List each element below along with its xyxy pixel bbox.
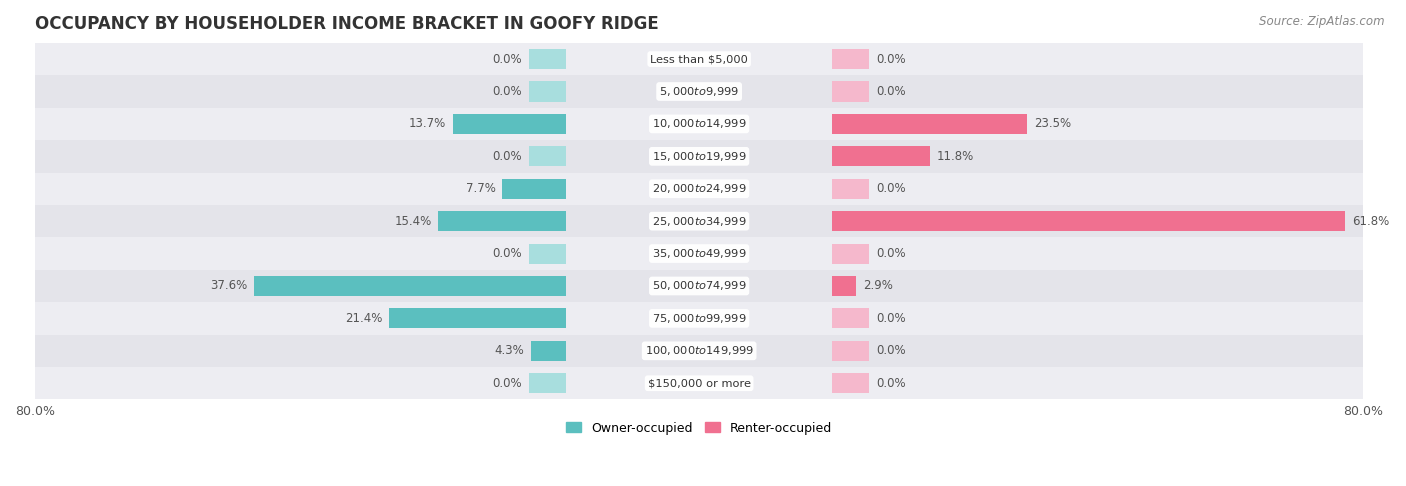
Bar [35, 43, 1364, 75]
Bar [35, 173, 1364, 205]
Bar [832, 82, 869, 102]
Bar [529, 146, 567, 166]
Bar [35, 237, 1364, 270]
Bar [35, 270, 1364, 302]
Text: 7.7%: 7.7% [465, 182, 496, 195]
Text: Less than $5,000: Less than $5,000 [650, 54, 748, 64]
Bar [35, 367, 1364, 399]
Text: $150,000 or more: $150,000 or more [648, 378, 751, 388]
Bar [832, 49, 869, 69]
Bar [502, 179, 567, 199]
Text: 0.0%: 0.0% [876, 247, 905, 260]
Bar [453, 114, 567, 134]
Text: 21.4%: 21.4% [344, 312, 382, 325]
Text: $20,000 to $24,999: $20,000 to $24,999 [652, 182, 747, 195]
Text: 37.6%: 37.6% [211, 279, 247, 293]
Text: $35,000 to $49,999: $35,000 to $49,999 [652, 247, 747, 260]
Text: 0.0%: 0.0% [492, 377, 522, 390]
Text: 0.0%: 0.0% [876, 85, 905, 98]
Text: 4.3%: 4.3% [495, 344, 524, 357]
Bar [529, 373, 567, 393]
Text: 0.0%: 0.0% [876, 52, 905, 66]
Text: 0.0%: 0.0% [492, 150, 522, 163]
Bar [35, 140, 1364, 173]
Bar [530, 341, 567, 361]
Bar [529, 49, 567, 69]
Bar [529, 243, 567, 263]
Text: 0.0%: 0.0% [492, 85, 522, 98]
Bar [832, 341, 869, 361]
Bar [35, 75, 1364, 108]
Text: 11.8%: 11.8% [936, 150, 974, 163]
Bar [832, 373, 869, 393]
Text: 0.0%: 0.0% [876, 344, 905, 357]
Bar [35, 205, 1364, 237]
Text: 0.0%: 0.0% [492, 52, 522, 66]
Bar [832, 179, 869, 199]
Text: 15.4%: 15.4% [395, 215, 432, 227]
Text: $10,000 to $14,999: $10,000 to $14,999 [652, 118, 747, 130]
Bar [832, 308, 869, 329]
Text: 0.0%: 0.0% [876, 377, 905, 390]
Text: OCCUPANCY BY HOUSEHOLDER INCOME BRACKET IN GOOFY RIDGE: OCCUPANCY BY HOUSEHOLDER INCOME BRACKET … [35, 15, 659, 33]
Bar [832, 211, 1346, 231]
Text: Source: ZipAtlas.com: Source: ZipAtlas.com [1260, 15, 1385, 28]
Bar [832, 146, 929, 166]
Text: $5,000 to $9,999: $5,000 to $9,999 [659, 85, 740, 98]
Bar [35, 108, 1364, 140]
Text: 0.0%: 0.0% [876, 312, 905, 325]
Bar [388, 308, 567, 329]
Bar [832, 114, 1026, 134]
Text: $25,000 to $34,999: $25,000 to $34,999 [652, 215, 747, 227]
Text: $75,000 to $99,999: $75,000 to $99,999 [652, 312, 747, 325]
Text: 2.9%: 2.9% [863, 279, 893, 293]
Text: 0.0%: 0.0% [876, 182, 905, 195]
Text: $50,000 to $74,999: $50,000 to $74,999 [652, 279, 747, 293]
Text: 61.8%: 61.8% [1351, 215, 1389, 227]
Bar [529, 82, 567, 102]
Text: $15,000 to $19,999: $15,000 to $19,999 [652, 150, 747, 163]
Text: 0.0%: 0.0% [492, 247, 522, 260]
Bar [35, 335, 1364, 367]
Text: $100,000 to $149,999: $100,000 to $149,999 [645, 344, 754, 357]
Bar [254, 276, 567, 296]
Bar [832, 276, 856, 296]
Bar [439, 211, 567, 231]
Text: 13.7%: 13.7% [409, 118, 446, 130]
Text: 23.5%: 23.5% [1033, 118, 1071, 130]
Legend: Owner-occupied, Renter-occupied: Owner-occupied, Renter-occupied [561, 417, 837, 439]
Bar [832, 243, 869, 263]
Bar [35, 302, 1364, 335]
